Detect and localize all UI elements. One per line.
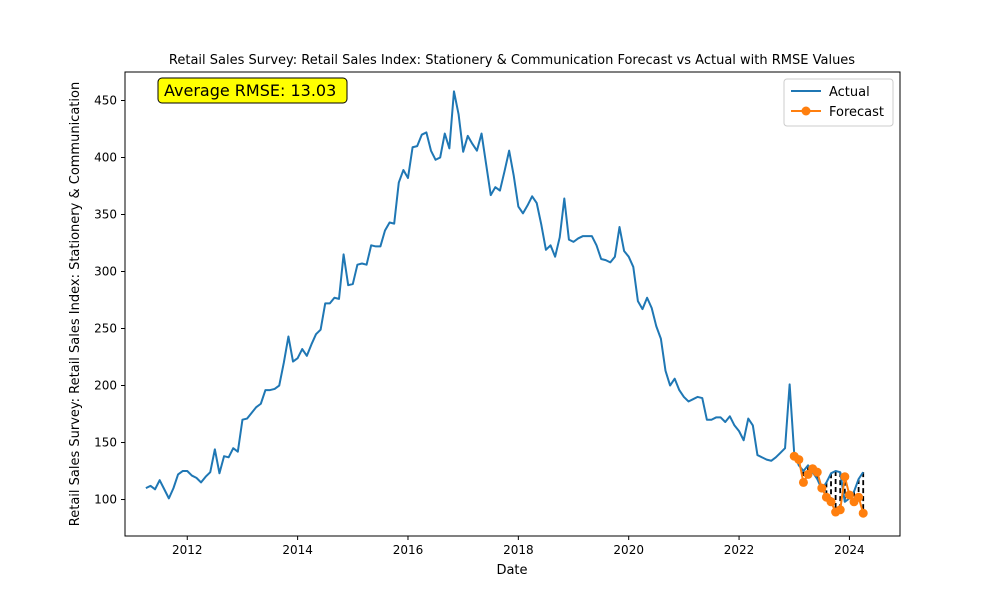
plot-area-frame xyxy=(124,71,901,537)
x-tick-label: 2022 xyxy=(724,543,755,557)
forecast-point xyxy=(794,455,804,465)
forecast-point xyxy=(812,467,822,477)
y-tick-label: 250 xyxy=(94,322,117,336)
rmse-annotation-text: Average RMSE: 13.03 xyxy=(164,81,336,100)
y-tick-label: 200 xyxy=(94,379,117,393)
actual-series xyxy=(145,90,865,503)
chart-title: Retail Sales Survey: Retail Sales Index:… xyxy=(169,53,855,68)
y-tick-label: 450 xyxy=(94,94,117,108)
forecast-point xyxy=(854,492,864,502)
x-tick-label: 2018 xyxy=(503,543,534,557)
actual-line xyxy=(145,90,865,503)
forecast-point xyxy=(817,483,827,493)
rmse-annotation-box xyxy=(157,77,348,104)
y-tick-label: 300 xyxy=(94,265,117,279)
y-tick-label: 100 xyxy=(94,493,117,507)
legend: Actual Forecast xyxy=(783,78,894,127)
legend-forecast-marker xyxy=(801,106,811,116)
y-tick-label: 350 xyxy=(94,208,117,222)
x-tick-label: 2024 xyxy=(834,543,865,557)
y-tick-label: 150 xyxy=(94,436,117,450)
forecast-point xyxy=(844,490,854,500)
x-axis-label: Date xyxy=(496,563,527,578)
forecast-point xyxy=(798,477,808,487)
y-axis-label: Retail Sales Survey: Retail Sales Index:… xyxy=(68,82,83,526)
x-tick-label: 2016 xyxy=(393,543,424,557)
x-axis: 2012 2014 2016 2018 2020 2022 2024 xyxy=(172,536,865,557)
forecast-series xyxy=(789,451,868,518)
x-tick-label: 2014 xyxy=(282,543,313,557)
x-tick-label: 2012 xyxy=(172,543,203,557)
forecast-point xyxy=(840,472,850,482)
forecast-point xyxy=(835,505,845,515)
y-axis: 100 150 200 250 300 350 400 450 xyxy=(94,94,125,507)
x-tick-label: 2020 xyxy=(613,543,644,557)
legend-forecast-label: Forecast xyxy=(829,105,884,120)
forecast-point xyxy=(826,497,836,507)
legend-actual-label: Actual xyxy=(829,85,870,100)
forecast-point xyxy=(858,508,868,518)
rmse-annotation: Average RMSE: 13.03 xyxy=(157,77,348,104)
y-tick-label: 400 xyxy=(94,151,117,165)
